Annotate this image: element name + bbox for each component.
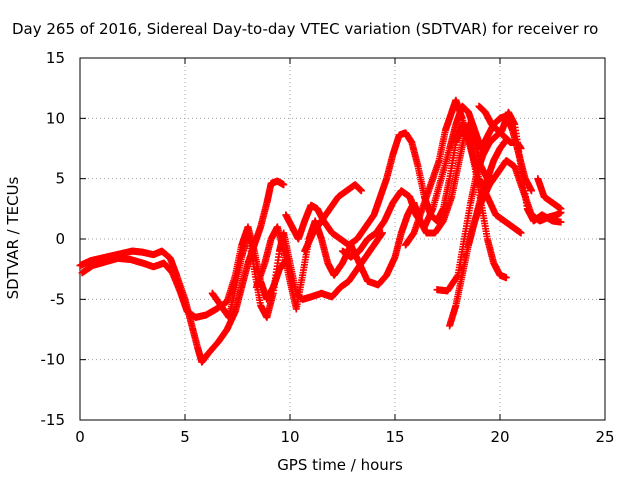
data-marks: [76, 96, 565, 366]
series-11: [465, 157, 565, 249]
data-point: [557, 218, 565, 226]
series-6: [301, 181, 365, 255]
x-tick-label: 20: [490, 428, 509, 446]
series-9: [433, 108, 565, 295]
series-8: [402, 96, 525, 249]
data-point: [517, 145, 525, 152]
data-point: [557, 205, 565, 213]
y-tick-label: 0: [55, 230, 65, 248]
data-point: [280, 181, 288, 189]
tick-marks: [79, 57, 606, 421]
x-tick-label: 15: [385, 428, 404, 446]
y-tick-label: -10: [41, 351, 66, 369]
data-point: [502, 274, 510, 282]
x-tick-label: 10: [280, 428, 299, 446]
x-tick-label: 5: [180, 428, 190, 446]
data-point: [378, 229, 386, 237]
x-tick-label: 25: [595, 428, 614, 446]
series-12: [475, 102, 525, 152]
x-tick-label: 0: [75, 428, 85, 446]
y-tick-label: -15: [41, 411, 66, 429]
data-point: [528, 187, 535, 195]
data-point: [517, 229, 525, 237]
x-axis-label: GPS time / hours: [277, 456, 403, 474]
y-tick-label: 10: [46, 109, 65, 127]
series-5: [282, 120, 510, 282]
chart-title: Day 265 of 2016, Sidereal Day-to-day VTE…: [12, 20, 598, 38]
data-point: [357, 187, 365, 195]
y-tick-label: -5: [50, 290, 65, 308]
y-tick-label: 5: [55, 170, 65, 188]
y-axis-label: SDTVAR / TECUs: [4, 176, 22, 299]
tick-labels: 0 5 10 15 20 25 -15 -10 -5 0 5 10 15: [41, 49, 615, 446]
y-tick-label: 15: [46, 49, 65, 67]
series-13: [534, 175, 565, 213]
